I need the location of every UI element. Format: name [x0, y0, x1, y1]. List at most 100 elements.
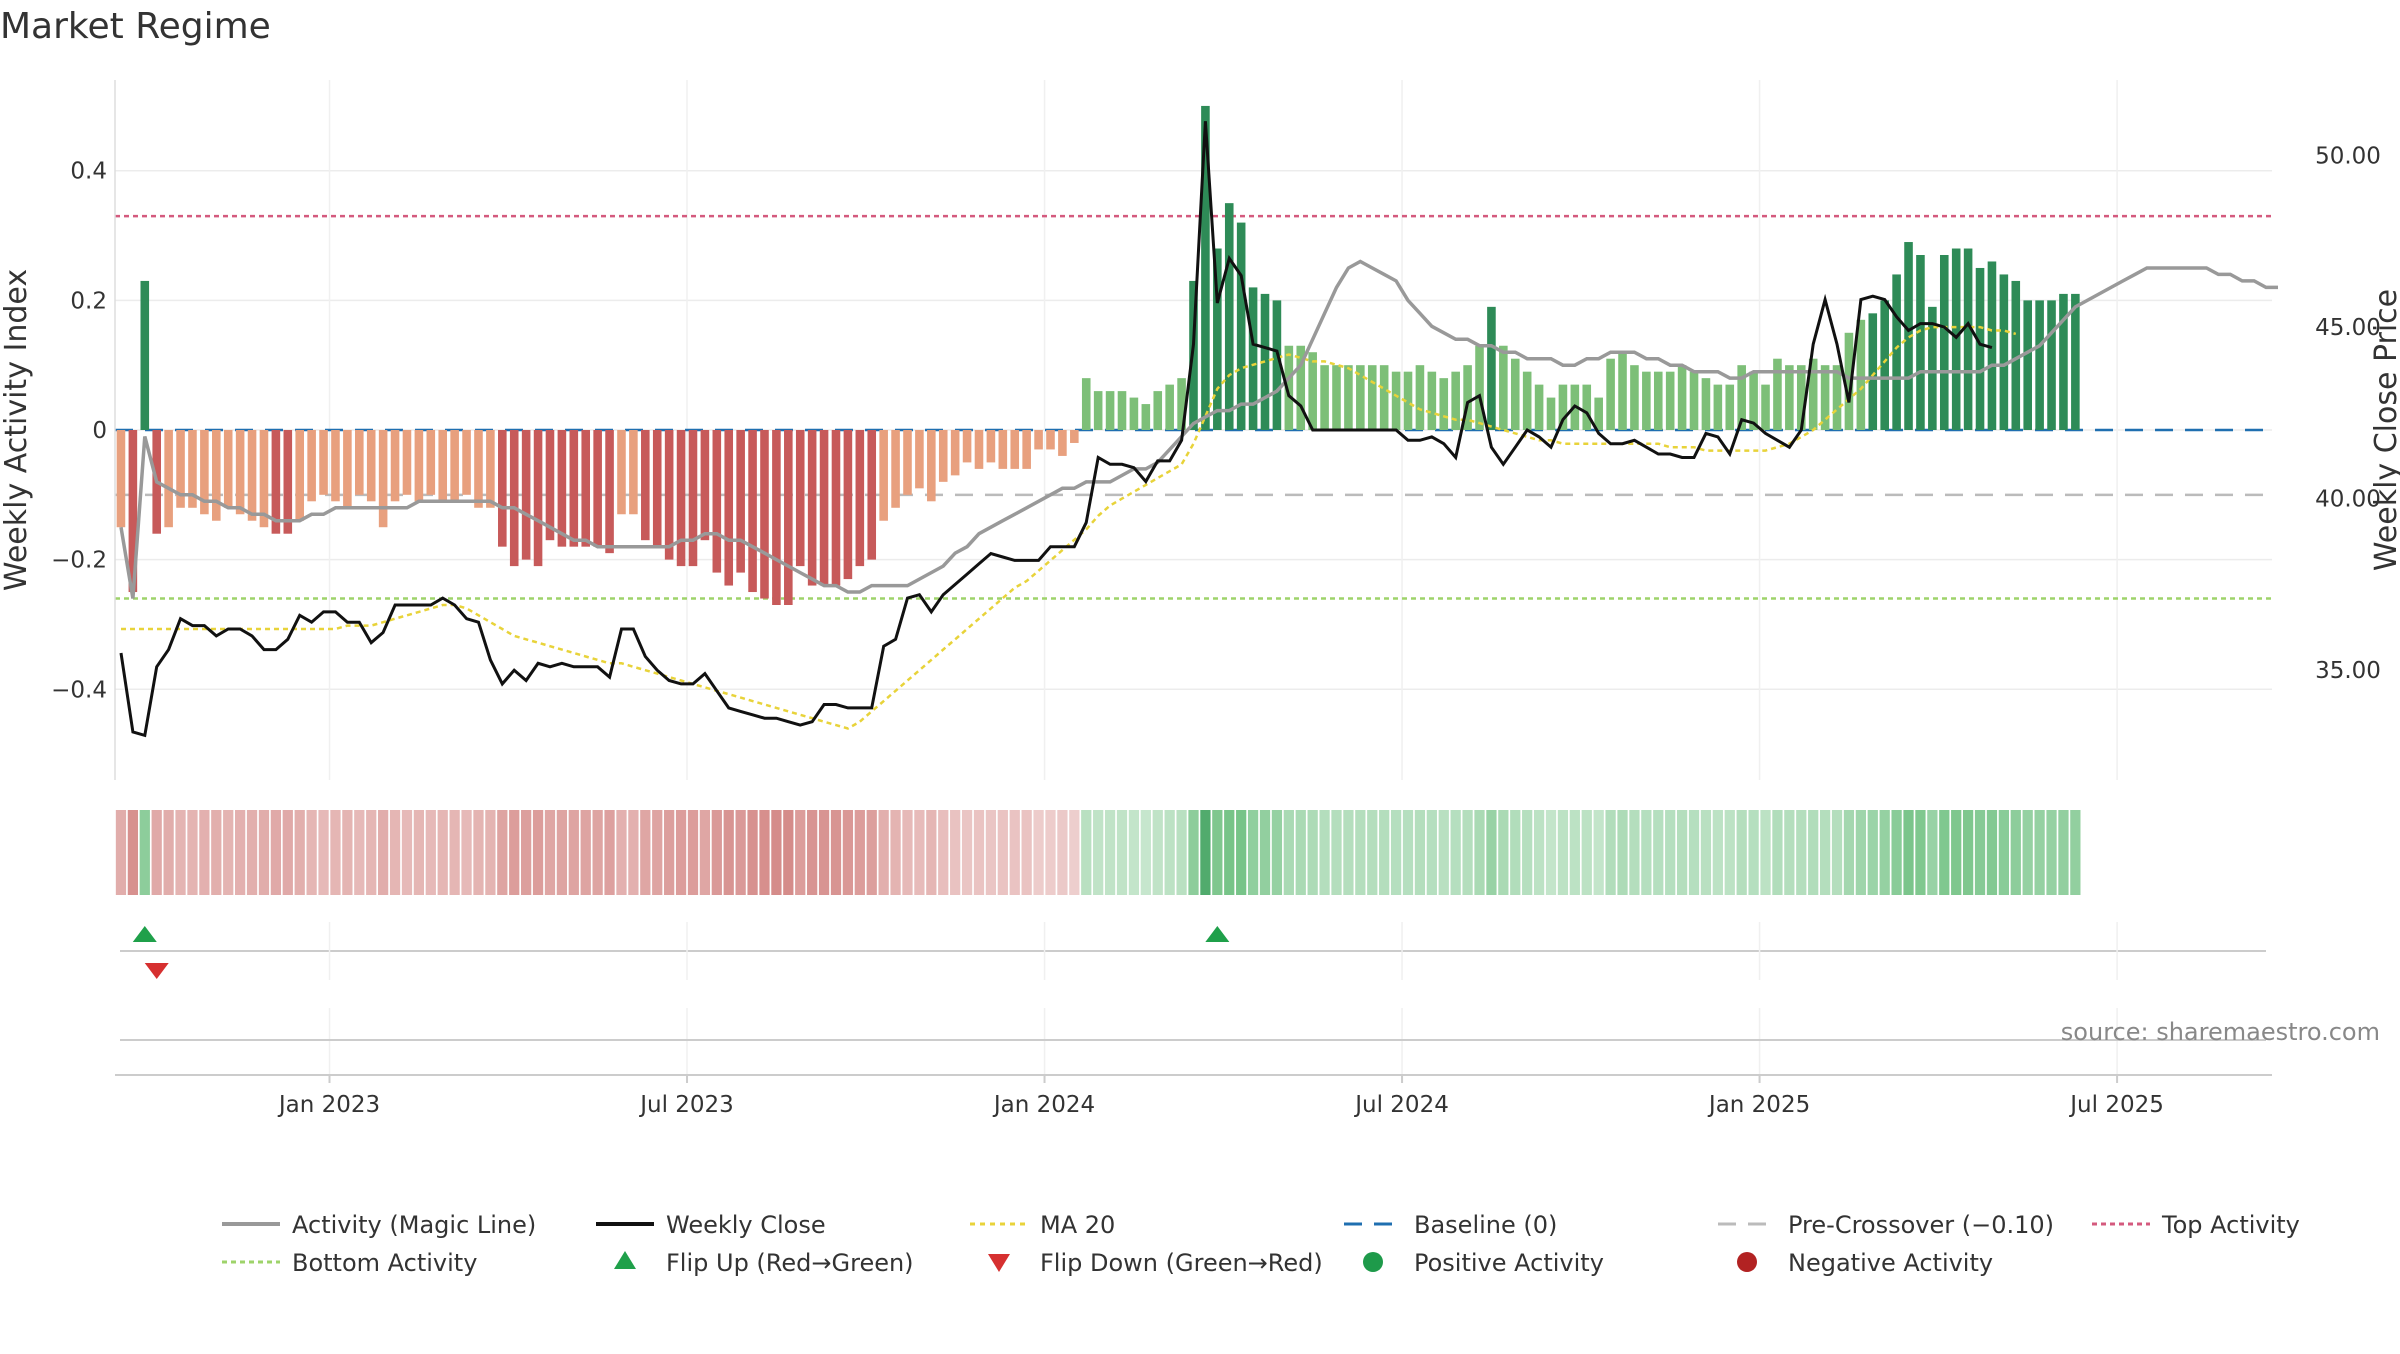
regime-cell: [1569, 810, 1580, 895]
activity-bar: [1761, 384, 1770, 430]
regime-cell: [1033, 810, 1044, 895]
regime-cell: [1724, 810, 1735, 895]
regime-cell: [1271, 810, 1283, 895]
regime-cell: [354, 810, 365, 895]
activity-bar: [1034, 430, 1043, 450]
regime-cell: [1176, 810, 1187, 895]
regime-cell: [1307, 810, 1318, 895]
flip-up-marker: [132, 926, 157, 942]
activity-bar: [843, 430, 853, 580]
regime-cell: [2034, 810, 2045, 895]
legend-label-bottom-activity: Bottom Activity: [292, 1249, 477, 1277]
activity-bar: [1820, 365, 1830, 430]
regime-cell: [830, 810, 842, 895]
activity-bar: [2071, 293, 2080, 430]
regime-cell: [187, 810, 198, 895]
regime-cell: [1986, 810, 1998, 895]
regime-cell: [521, 810, 532, 895]
activity-bar: [1963, 248, 1973, 430]
activity-bar: [1987, 261, 1997, 430]
regime-cell: [1510, 810, 1521, 895]
regime-cell: [1819, 810, 1831, 895]
activity-bar: [545, 430, 555, 541]
activity-bar: [1475, 345, 1484, 430]
regime-cell: [270, 810, 282, 895]
legend-swatch-positive: [1363, 1252, 1383, 1272]
activity-bar: [760, 430, 769, 599]
activity-bar: [188, 430, 197, 508]
activity-bar: [676, 430, 686, 567]
regime-cell: [1426, 810, 1437, 895]
regime-cell: [2046, 810, 2057, 895]
x-tick-label: Jul 2024: [1353, 1092, 1449, 1118]
activity-bar: [498, 430, 507, 547]
activity-bar: [390, 430, 400, 502]
regime-cell: [449, 810, 460, 895]
activity-bar: [1367, 365, 1377, 430]
activity-bar: [1773, 358, 1782, 430]
regime-cell: [1951, 810, 1962, 895]
right-tick-label: 40.00: [2315, 487, 2381, 513]
activity-bar: [986, 430, 996, 463]
regime-cell: [687, 810, 699, 895]
regime-cell: [1855, 810, 1866, 895]
regime-cell: [1688, 810, 1700, 895]
regime-cell: [1319, 810, 1330, 895]
regime-cell: [1438, 810, 1449, 895]
regime-cell: [1796, 810, 1807, 895]
regime-cell: [890, 810, 901, 895]
regime-cell: [330, 810, 341, 895]
regime-cell: [1104, 810, 1116, 895]
activity-bar: [1129, 397, 1139, 430]
regime-cell: [592, 810, 603, 895]
activity-bar: [938, 430, 948, 482]
regime-cell: [842, 810, 854, 895]
left-tick-label: −0.2: [51, 548, 107, 574]
activity-bar: [1117, 391, 1127, 430]
regime-cell: [139, 810, 150, 895]
activity-bar: [1975, 267, 1985, 430]
regime-cell: [1939, 810, 1950, 895]
legend-label-negative: Negative Activity: [1788, 1249, 1993, 1277]
regime-cell: [1700, 810, 1712, 895]
activity-bar: [1999, 274, 2009, 430]
regime-cell: [389, 810, 401, 895]
legend-swatch-flip-down: [988, 1254, 1010, 1272]
activity-bar: [474, 430, 483, 508]
regime-cell: [1450, 810, 1461, 895]
activity-bar: [831, 430, 841, 586]
regime-cell: [437, 810, 448, 895]
activity-bar: [176, 430, 185, 508]
legend-item-bottom-activity: Bottom Activity: [222, 1249, 477, 1277]
activity-bar: [1665, 371, 1675, 430]
activity-bar: [1642, 371, 1651, 430]
activity-bar: [1916, 255, 1925, 430]
activity-bar: [1058, 430, 1067, 456]
activity-bar: [1105, 391, 1115, 430]
flip-down-marker: [144, 963, 169, 979]
activity-bar: [223, 430, 233, 508]
regime-cell: [1486, 810, 1497, 895]
regime-cell: [914, 810, 925, 895]
regime-cell: [1402, 810, 1414, 895]
activity-bar: [1070, 430, 1079, 443]
activity-bar: [1356, 365, 1365, 430]
regime-cell: [926, 810, 937, 895]
regime-cell: [1712, 810, 1723, 895]
right-axis-title: Weekly Close Price: [2369, 289, 2400, 571]
activity-bar: [1725, 384, 1735, 430]
legend-label-top-activity: Top Activity: [2161, 1211, 2300, 1239]
legend-swatch-flip-up: [614, 1251, 636, 1269]
regime-cell: [568, 810, 579, 895]
activity-bar: [1713, 384, 1723, 430]
activity-bar: [664, 430, 674, 560]
activity-bar: [736, 430, 745, 573]
regime-cell: [1927, 810, 1938, 895]
activity-bar: [891, 430, 900, 508]
activity-bars: [116, 105, 2080, 605]
left-tick-label: 0.2: [70, 288, 107, 314]
activity-bar: [629, 430, 638, 515]
activity-bar: [1010, 430, 1020, 469]
regime-cell: [1831, 810, 1843, 895]
